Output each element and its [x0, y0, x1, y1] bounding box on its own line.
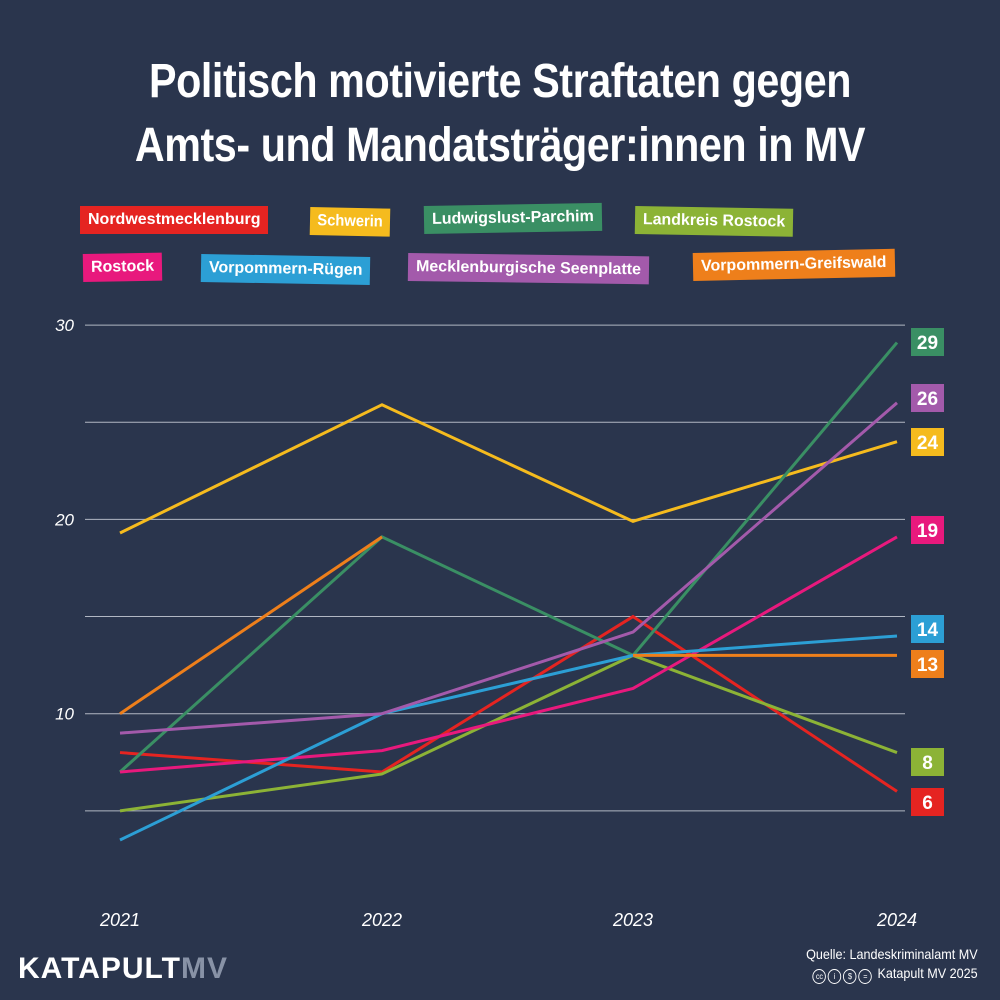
series-line-nordwestmecklenburg: [119, 614, 898, 793]
end-label: 14: [917, 620, 939, 641]
license-icons: cc i $ =: [813, 965, 874, 984]
license-line: cc i $ = Katapult MV 2025: [806, 964, 978, 984]
series-line-mecklenburgische-seenplatte: [119, 401, 898, 735]
y-tick-label: 10: [55, 705, 74, 724]
end-label-box: [911, 384, 944, 412]
end-label: 29: [917, 333, 938, 354]
x-tick-label: 2024: [876, 910, 917, 930]
source-text: Quelle: Landeskriminalamt MV: [806, 946, 978, 962]
y-tick-label: 30: [55, 316, 74, 335]
brand-sub: MV: [180, 952, 228, 985]
brand-logo: KATAPULTMV: [18, 952, 228, 986]
series-line-vorpommern-r-gen: [119, 634, 898, 842]
end-label-box: [911, 748, 944, 776]
end-label-box: [911, 788, 944, 816]
end-label: 19: [917, 521, 938, 542]
series-line-rostock: [119, 535, 898, 774]
cc-icon: cc: [813, 968, 827, 984]
end-label: 24: [917, 433, 939, 454]
end-label-box: [911, 428, 944, 456]
series-line-landkreis-rostock: [119, 653, 898, 813]
end-label: 26: [917, 389, 938, 410]
end-label: 8: [922, 753, 933, 774]
x-tick-label: 2021: [99, 910, 140, 930]
by-icon: i: [828, 968, 842, 984]
chart-title: Politisch motivierte Straftaten gegen Am…: [70, 50, 930, 178]
chart-title-line-2: Amts- und Mandatsträger:innen in MV: [134, 119, 866, 172]
series-line-schwerin: [119, 403, 898, 535]
x-tick-label: 2022: [361, 910, 402, 930]
x-tick-label: 2023: [612, 910, 653, 930]
license-text: Katapult MV 2025: [877, 965, 978, 981]
source-block: Quelle: Landeskriminalamt MV cc i $ = Katapu…: [806, 945, 978, 984]
nd-icon: =: [858, 968, 873, 984]
end-label: 6: [922, 793, 933, 814]
series-line-ludwigslust-parchim: [118, 341, 899, 774]
series-line-vorpommern-greifswald: [119, 535, 383, 715]
end-label-box: [911, 615, 944, 643]
nc-icon: $: [843, 968, 858, 984]
chart-title-line-1: Politisch motivierte Straftaten gegen: [148, 55, 852, 108]
end-label: 13: [917, 655, 938, 676]
end-label-box: [911, 328, 944, 356]
y-tick-label: 20: [54, 510, 74, 529]
end-label-box: [911, 650, 944, 678]
brand-main: KATAPULT: [18, 952, 181, 985]
end-label-box: [911, 516, 944, 544]
